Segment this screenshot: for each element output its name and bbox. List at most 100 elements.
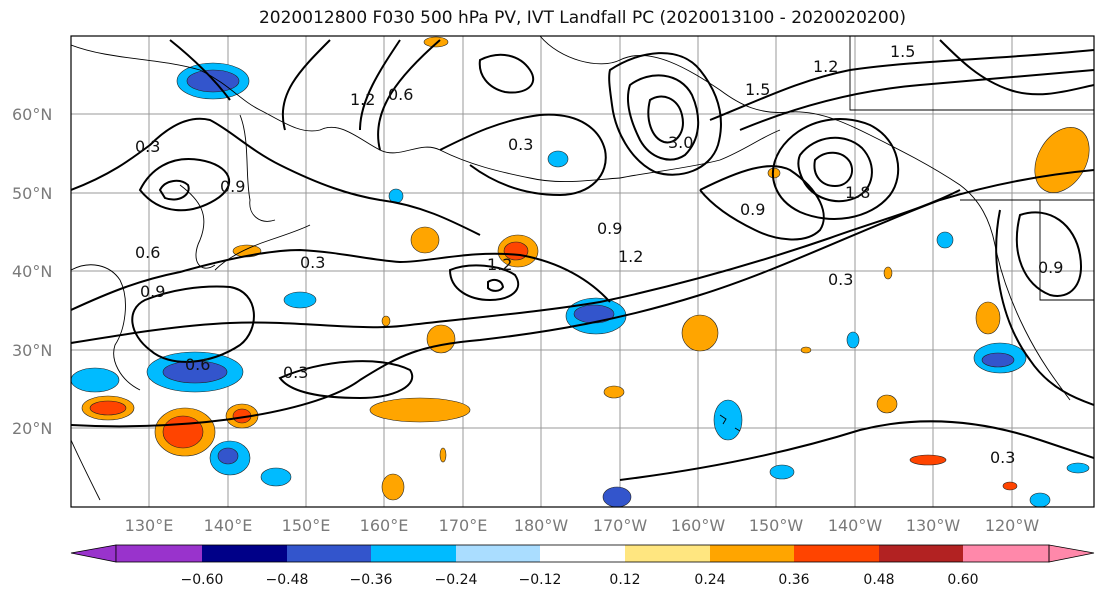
pos-anomaly-core: [89, 400, 127, 416]
pos-anomaly: [975, 301, 1001, 335]
neg-anomaly: [936, 231, 954, 249]
colorbar-segment: [287, 545, 371, 562]
pos-anomaly: [381, 315, 391, 327]
neg-anomaly: [260, 467, 292, 487]
neg-anomaly-core: [573, 304, 615, 324]
lon-label: 170°E: [439, 516, 488, 535]
colorbar-segment: [371, 545, 456, 562]
contour-label: 0.6: [388, 85, 413, 104]
colorbar-tick: −0.24: [435, 572, 478, 588]
contour-label: 1.2: [813, 57, 838, 76]
colorbar-segment: [540, 545, 625, 562]
colorbar-extend-min: [70, 544, 117, 563]
contour-label: 0.3: [828, 270, 853, 289]
contour-label: 1.2: [487, 255, 512, 274]
colorbar-segment: [794, 545, 879, 562]
contour-label: 0.9: [597, 219, 622, 238]
lon-labels: 130°E 140°E 150°E 160°E 170°E 180°W 170°…: [125, 516, 1040, 535]
colorbar-tick: 0.12: [609, 572, 640, 588]
contour-label: 0.6: [135, 243, 160, 262]
pos-anomaly: [423, 36, 449, 48]
neg-anomaly: [713, 399, 743, 441]
neg-anomaly-core: [981, 352, 1015, 368]
lon-label: 130°W: [906, 516, 961, 535]
lat-label: 30°N: [12, 341, 52, 360]
contour-label: 1.8: [845, 183, 870, 202]
lat-label: 40°N: [12, 262, 52, 281]
pos-anomaly: [426, 324, 456, 354]
lat-labels: 60°N 50°N 40°N 30°N 20°N: [12, 105, 52, 438]
neg-anomaly: [1029, 492, 1051, 507]
colorbar-tick: 0.36: [778, 572, 809, 588]
coastlines: [71, 36, 1094, 501]
contour-label: 0.3: [300, 253, 325, 272]
lon-label: 140°E: [204, 516, 253, 535]
colorbar-segment: [625, 545, 710, 562]
pos-anomaly: [1002, 481, 1018, 491]
contour-label: 1.5: [745, 80, 770, 99]
contour-label: 0.3: [508, 135, 533, 154]
lon-label: 150°E: [282, 516, 331, 535]
lon-label: 150°W: [749, 516, 804, 535]
colorbar-tick: 0.48: [863, 572, 894, 588]
pos-anomaly: [909, 454, 947, 466]
neg-anomaly: [769, 464, 795, 480]
colorbar-segment: [202, 545, 287, 562]
contour-label: 0.9: [740, 200, 765, 219]
colorbar-tick: −0.36: [350, 572, 393, 588]
neg-anomaly: [547, 150, 569, 168]
lon-label: 160°E: [360, 516, 409, 535]
shaded-anomalies: [71, 36, 1090, 507]
contour-label: 1.2: [350, 90, 375, 109]
neg-anomaly: [71, 367, 120, 393]
contour-label-group: 0.3 0.6 0.9 1.2 1.5 1.8 3.0 0.3 0.6 0.9 …: [135, 42, 1063, 467]
colorbar-segment: [116, 545, 202, 562]
pos-anomaly: [603, 385, 625, 399]
contour-label: 3.0: [668, 133, 693, 152]
lat-label: 20°N: [12, 419, 52, 438]
pos-anomaly: [369, 397, 471, 423]
lon-label: 130°E: [125, 516, 174, 535]
contour-label: 1.5: [890, 42, 915, 61]
colorbar-segment: [456, 545, 540, 562]
pv-contours: [71, 39, 1094, 481]
pos-anomaly: [876, 394, 898, 414]
colorbar-extend-max: [1048, 544, 1095, 563]
pos-anomaly-core: [162, 415, 204, 449]
contour-label: 0.3: [135, 137, 160, 156]
pos-anomaly: [800, 346, 812, 354]
lon-label: 140°W: [828, 516, 883, 535]
gridlines: [71, 36, 1094, 507]
pos-anomaly: [883, 266, 893, 280]
lon-label: 180°W: [514, 516, 569, 535]
pos-anomaly: [381, 473, 405, 501]
contour-label: 0.3: [283, 363, 308, 382]
colorbar-tick: −0.12: [519, 572, 562, 588]
neg-anomaly: [1066, 462, 1090, 474]
figure-title: 2020012800 F030 500 hPa PV, IVT Landfall…: [258, 8, 906, 28]
colorbar-segment: [963, 545, 1049, 562]
colorbar-outline: [115, 544, 1050, 563]
colorbar-tick: 0.60: [947, 572, 978, 588]
neg-anomaly: [846, 331, 860, 349]
contour-label: 1.2: [618, 247, 643, 266]
contour-label: 0.3: [990, 448, 1015, 467]
pos-anomaly: [439, 447, 447, 463]
lon-label: 120°W: [985, 516, 1040, 535]
colorbar-segment: [879, 545, 963, 562]
map-frame: [70, 35, 1095, 508]
contour-label: 0.9: [220, 177, 245, 196]
neg-anomaly: [602, 486, 632, 507]
colorbar: −0.60 −0.48 −0.36 −0.24 −0.12 0.12 0.24 …: [70, 544, 1095, 588]
lat-label: 60°N: [12, 105, 52, 124]
lon-label: 160°W: [671, 516, 726, 535]
contour-label: 0.6: [185, 355, 210, 374]
neg-anomaly-core: [217, 447, 239, 465]
pos-anomaly: [681, 314, 719, 352]
colorbar-tick: −0.60: [181, 572, 224, 588]
contour-label: 0.9: [1038, 258, 1063, 277]
lat-label: 50°N: [12, 184, 52, 203]
lon-label: 170°W: [593, 516, 648, 535]
colorbar-tick: 0.24: [694, 572, 725, 588]
